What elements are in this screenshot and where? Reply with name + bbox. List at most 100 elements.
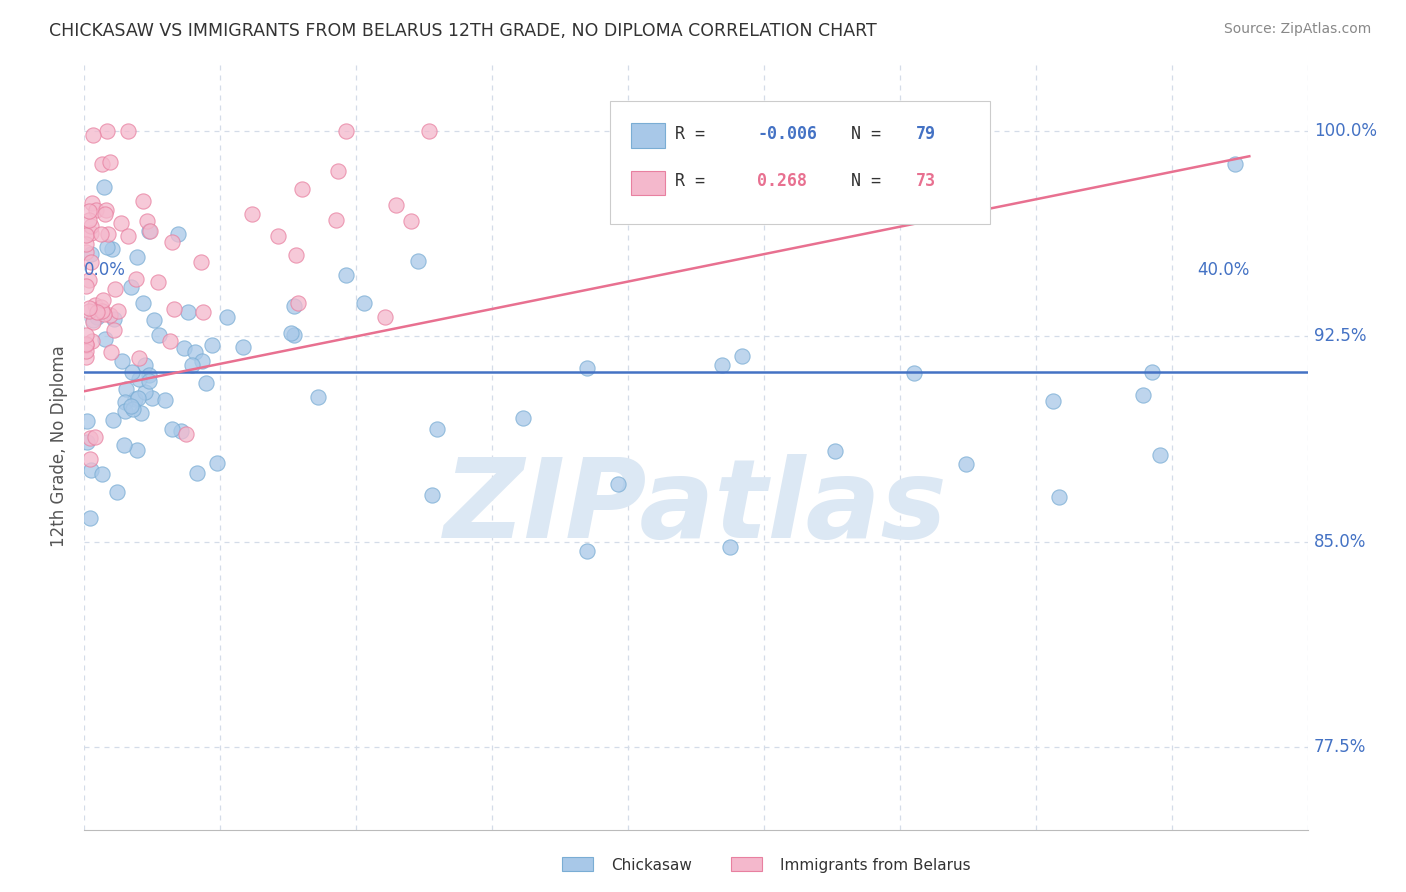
Point (90, 467, 112, 481)
Point (79, 511, 101, 525)
Point (177, 304, 200, 318)
Point (82, 128, 104, 142)
Y-axis label: 12th Grade, No Diploma: 12th Grade, No Diploma (51, 345, 69, 547)
Point (287, 296, 309, 310)
Point (139, 224, 162, 238)
Point (731, 349, 754, 363)
Point (1132, 387, 1154, 401)
Point (97, 227, 120, 242)
Point (170, 424, 193, 438)
Bar (562, 857, 593, 871)
Point (125, 250, 148, 264)
FancyBboxPatch shape (610, 101, 990, 224)
Point (190, 254, 212, 268)
Bar (631, 170, 665, 195)
Point (77, 301, 100, 315)
Point (191, 354, 214, 368)
Point (104, 282, 127, 296)
Point (103, 323, 125, 337)
Text: R =: R = (675, 172, 716, 190)
Point (181, 359, 204, 373)
Point (110, 216, 132, 230)
Point (100, 345, 122, 359)
Point (1042, 394, 1064, 409)
Point (120, 280, 142, 294)
Text: 92.5%: 92.5% (1313, 327, 1367, 345)
Point (232, 340, 254, 354)
Point (335, 124, 357, 138)
Point (76, 434, 98, 449)
Point (79, 212, 101, 227)
Point (75, 328, 97, 343)
Point (127, 391, 149, 405)
Point (384, 197, 406, 211)
Point (335, 268, 357, 283)
Point (128, 372, 150, 386)
Point (86, 310, 108, 324)
Point (124, 392, 146, 406)
Point (75, 351, 97, 365)
Point (163, 301, 186, 316)
Point (82, 314, 104, 328)
Text: Source: ZipAtlas.com: Source: ZipAtlas.com (1223, 22, 1371, 37)
Point (90, 300, 112, 314)
Point (134, 359, 156, 373)
Point (80, 219, 103, 234)
Point (75, 227, 97, 242)
Text: N =: N = (831, 172, 890, 190)
Point (406, 254, 429, 268)
Text: 0.268: 0.268 (758, 172, 807, 190)
Point (128, 351, 150, 366)
Point (96, 240, 118, 254)
Text: -0.006: -0.006 (758, 125, 817, 143)
Point (112, 437, 135, 451)
Point (418, 124, 440, 138)
Point (1149, 448, 1171, 462)
Point (420, 488, 443, 502)
Point (79, 204, 101, 219)
Point (138, 368, 160, 383)
Point (79, 431, 101, 445)
Point (162, 235, 184, 249)
Point (82, 313, 104, 327)
Point (82, 195, 104, 210)
Point (153, 392, 176, 407)
Text: ZIPatlas: ZIPatlas (444, 454, 948, 561)
Point (184, 344, 207, 359)
Point (93, 307, 115, 321)
Point (1047, 490, 1070, 504)
Point (240, 207, 263, 221)
Point (426, 422, 449, 436)
Point (91, 157, 114, 171)
Text: 85.0%: 85.0% (1313, 533, 1367, 551)
Point (1223, 157, 1246, 171)
Point (94, 332, 117, 346)
Point (141, 391, 163, 405)
Point (606, 477, 628, 491)
Point (79, 226, 101, 240)
Point (824, 444, 846, 458)
Point (576, 360, 599, 375)
Text: 100.0%: 100.0% (1313, 122, 1376, 140)
Point (176, 426, 198, 441)
Text: 73: 73 (917, 172, 936, 190)
Point (105, 484, 128, 499)
Point (75, 337, 97, 351)
Point (115, 383, 138, 397)
Point (94, 203, 117, 218)
Point (136, 213, 159, 227)
Point (512, 411, 534, 425)
Point (100, 309, 122, 323)
Point (80, 255, 103, 269)
Point (283, 300, 305, 314)
Point (121, 365, 143, 379)
Point (142, 312, 165, 326)
Point (194, 376, 217, 390)
Point (84, 298, 107, 312)
Point (718, 540, 741, 554)
Text: 77.5%: 77.5% (1313, 739, 1367, 756)
Point (114, 404, 136, 418)
Point (186, 467, 208, 481)
Point (84, 430, 107, 444)
Point (98, 155, 121, 169)
